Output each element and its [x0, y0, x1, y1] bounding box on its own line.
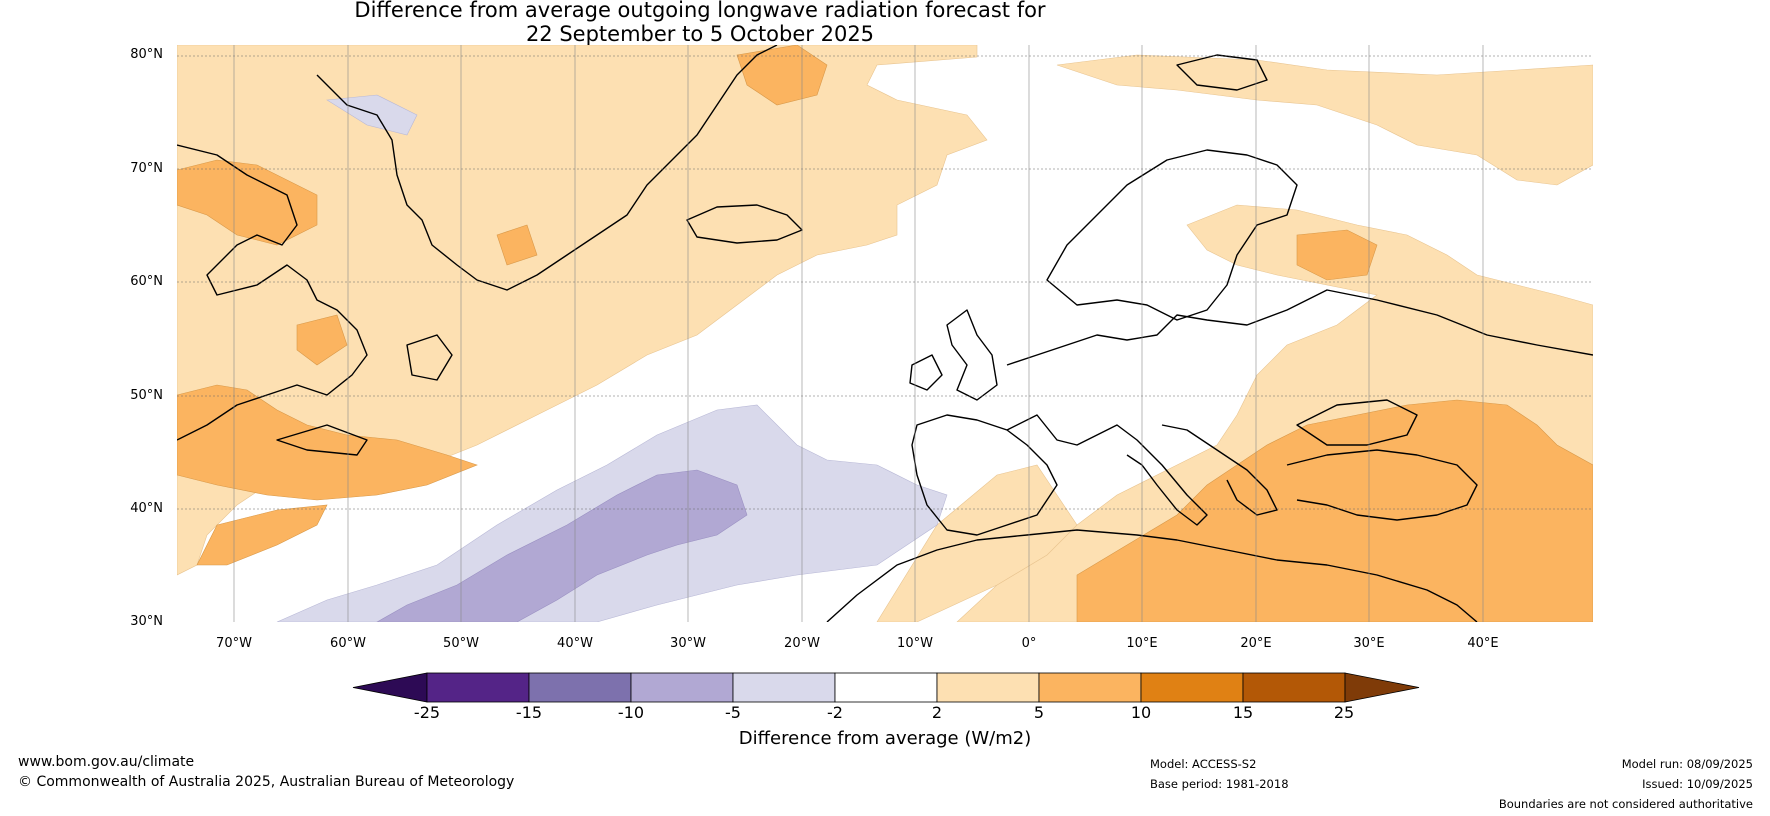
turkey-coast — [1286, 449, 1478, 521]
colorbar-tick-7: 5 — [1033, 703, 1045, 722]
anomaly-region-central-atlantic-strong-low — [376, 469, 748, 622]
lon-label-50w: 50°W — [443, 636, 479, 651]
lon-label-10w: 10°W — [897, 636, 933, 651]
footer-website: www.bom.gov.au/climate — [18, 754, 195, 770]
anomaly-region-greenland-south — [496, 224, 538, 266]
colorbar-segment — [834, 672, 938, 703]
anomaly-region-east-greenland — [736, 45, 828, 106]
anomaly-region-finland — [1296, 229, 1378, 281]
anomaly-region-mediterranean — [1076, 399, 1593, 622]
anomaly-shading-minus5-to-minus10 — [376, 469, 748, 622]
colorbar-segment — [528, 672, 632, 703]
lon-label-30w: 30°W — [670, 636, 706, 651]
anomaly-region-arctic-east — [1056, 54, 1593, 186]
greenland-coast — [316, 45, 778, 291]
lon-label-20w: 20°W — [784, 636, 820, 651]
lon-label-40w: 40°W — [557, 636, 593, 651]
lat-label-40n: 40°N — [130, 501, 163, 516]
footer-copyright: © Commonwealth of Australia 2025, Austra… — [18, 774, 515, 790]
anomaly-region-labrador — [296, 314, 348, 366]
nova-scotia-coast — [276, 424, 368, 456]
footer-base-period: Base period: 1981-2018 — [1150, 777, 1289, 791]
italy-coast — [1006, 414, 1208, 526]
scandinavia-coast — [1046, 149, 1298, 321]
colorbar-segment — [426, 672, 530, 703]
lon-label-60w: 60°W — [330, 636, 366, 651]
graticule — [177, 55, 1593, 510]
colorbar-segment — [1038, 672, 1142, 703]
colorbar-segment — [936, 672, 1040, 703]
lat-label-30n: 30°N — [130, 614, 163, 629]
coastlines — [177, 45, 1593, 622]
lon-label-20e: 20°E — [1240, 636, 1272, 651]
colorbar-segment — [1140, 672, 1244, 703]
colorbar-tick-8: 10 — [1130, 703, 1152, 722]
north-africa-coast — [826, 529, 1478, 622]
colorbar-extend-low — [352, 672, 428, 703]
graticule-meridians — [233, 45, 1484, 622]
lon-label-30e: 30°E — [1353, 636, 1385, 651]
lon-label-0: 0° — [1021, 636, 1037, 651]
lon-label-70w: 70°W — [216, 636, 252, 651]
lat-label-60n: 60°N — [130, 274, 163, 289]
map-title-line1: Difference from average outgoing longwav… — [354, 0, 1046, 22]
anomaly-map — [177, 45, 1593, 622]
colorbar-tick-1: -25 — [413, 703, 441, 722]
colorbar-tick-5: -2 — [827, 703, 843, 722]
map-title: Difference from average outgoing longwav… — [0, 0, 1400, 46]
colorbar-segment — [630, 672, 734, 703]
black-sea-coast — [1296, 399, 1418, 446]
north-europe-coast — [1006, 289, 1593, 366]
colorbar-tick-2: -15 — [515, 703, 543, 722]
canada-coast — [177, 144, 368, 441]
colorbar-tick-10: 25 — [1333, 703, 1355, 722]
lat-label-50n: 50°N — [130, 388, 163, 403]
anomaly-region-iberia — [876, 464, 1078, 622]
footer-issued: Issued: 10/09/2025 — [1642, 777, 1753, 791]
great-britain-coast — [946, 309, 998, 401]
colorbar-tick-4: -5 — [725, 703, 741, 722]
anomaly-region-baffin-bay-low — [326, 94, 418, 136]
colorbar-segment — [1242, 672, 1346, 703]
newfoundland-coast — [406, 334, 453, 381]
footer-disclaimer: Boundaries are not considered authoritat… — [1498, 797, 1753, 811]
colorbar-segments — [352, 672, 1420, 703]
colorbar-tick-9: 15 — [1232, 703, 1254, 722]
anomaly-shading-5-to-10 — [177, 45, 1593, 622]
colorbar-tick-3: -10 — [617, 703, 645, 722]
svalbard-coast — [1176, 54, 1268, 91]
anomaly-region-maritimes — [177, 384, 478, 501]
footer-model: Model: ACCESS-S2 — [1150, 757, 1257, 771]
lat-label-70n: 70°N — [130, 161, 163, 176]
balkan-coast — [1161, 424, 1278, 516]
footer-model-run: Model run: 08/09/2025 — [1621, 757, 1753, 771]
colorbar-extend-high — [1344, 672, 1420, 703]
map-title-line2: 22 September to 5 October 2025 — [525, 22, 875, 46]
lon-label-10e: 10°E — [1126, 636, 1158, 651]
lat-label-80n: 80°N — [130, 47, 163, 62]
lon-label-40e: 40°E — [1467, 636, 1499, 651]
colorbar-label: Difference from average (W/m2) — [738, 728, 1032, 749]
ireland-coast — [909, 354, 943, 391]
colorbar-tick-6: 2 — [931, 703, 943, 722]
colorbar-segment — [732, 672, 836, 703]
iberia-coast — [911, 414, 1058, 536]
anomaly-region-baffin — [177, 159, 318, 246]
